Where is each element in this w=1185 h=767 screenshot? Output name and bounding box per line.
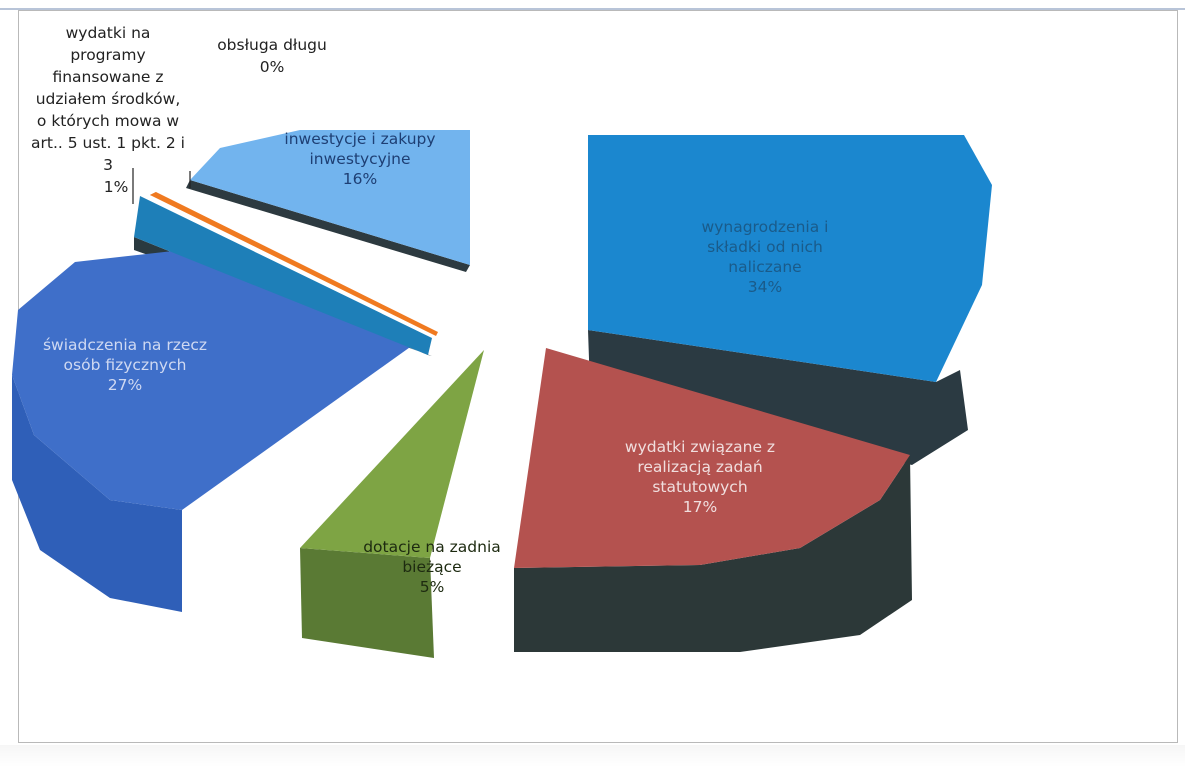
slice-6 (190, 130, 470, 265)
slice-4 (134, 196, 432, 355)
scan-top-line (0, 8, 1185, 10)
slice-label-4: wydatki na programy finansowane z udziałem … (31, 24, 185, 196)
slice-0 (588, 135, 992, 382)
slice-label-2: dotacje na zadnia bieżące 5% (363, 538, 501, 596)
slice-3 (12, 250, 420, 510)
slice-1 (514, 348, 910, 568)
slice-label-3: świadczenia na rzecz osób fizycznych 27% (43, 336, 207, 394)
slice-label-1: wydatki związane z realizacją zadań statut… (625, 438, 775, 516)
slice-side-1 (514, 455, 912, 652)
slice-2 (300, 350, 484, 558)
slice-side-2 (300, 548, 434, 658)
slice-side-0 (588, 330, 968, 465)
slice-5 (150, 192, 438, 336)
slice-side-6 (186, 180, 470, 272)
slice-label-0: wynagrodzenia i składki od nich naliczane 3… (702, 218, 829, 296)
slice-label-6: inwestycje i zakupy inwestycyjne 16% (284, 130, 435, 188)
slice-side-3 (12, 375, 182, 612)
slice-label-5: obsługa długu 0% (217, 36, 327, 76)
scan-bottom (0, 745, 1185, 767)
